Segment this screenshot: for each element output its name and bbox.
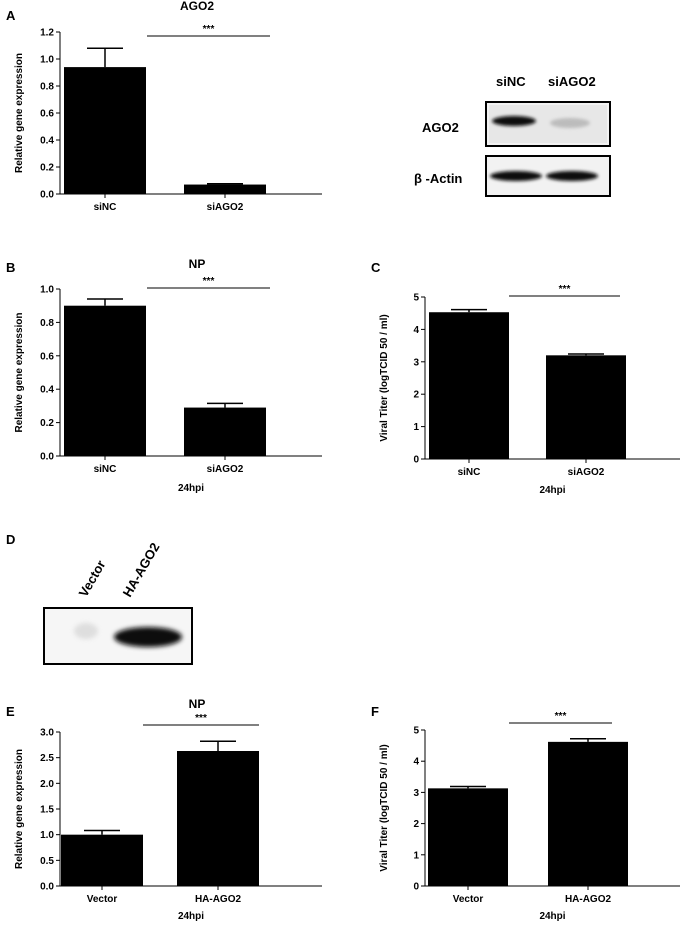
chart-c-y-tick-label: 4 <box>413 325 419 336</box>
blot-d-lane-vector: Vector <box>76 558 109 600</box>
chart-b-y-tick-label: 0.8 <box>40 318 54 329</box>
chart-c-y-tick-label: 2 <box>413 390 419 401</box>
chart-a-y-tick-label: 0.2 <box>40 163 54 174</box>
chart-f-y-tick-label: 0 <box>413 882 419 893</box>
western-blot-a: siNC siAGO2 AGO2 β -Actin <box>414 74 611 197</box>
chart-b-bar <box>184 407 266 456</box>
chart-f-y-axis-label: Viral Titer (logTCID 50 / ml) <box>379 744 390 871</box>
chart-e-bar <box>177 750 259 886</box>
chart-e-category-label: Vector <box>87 894 118 905</box>
panel-label-d: D <box>6 532 15 547</box>
chart-f-significance-label: *** <box>555 711 567 722</box>
chart-a-y-tick-label: 0.4 <box>40 136 54 147</box>
chart-e-y-tick-label: 0.0 <box>40 882 54 893</box>
chart-c-significance-label: *** <box>559 284 571 295</box>
chart-c-category-label: siNC <box>458 467 481 478</box>
panel-label-f: F <box>371 704 379 719</box>
chart-e-y-tick-label: 0.5 <box>40 856 54 867</box>
chart-e-bar <box>61 834 143 886</box>
panel-label-c: C <box>371 260 381 275</box>
blot-a-lane-siago2: siAGO2 <box>548 74 596 89</box>
chart-f-category-label: HA-AGO2 <box>565 894 612 905</box>
chart-e-y-tick-label: 3.0 <box>40 728 54 739</box>
chart-b-y-tick-label: 0.2 <box>40 418 54 429</box>
chart-a-y-tick-label: 0.6 <box>40 109 54 120</box>
chart-e-significance-label: *** <box>195 713 207 724</box>
chart-f-y-tick-label: 1 <box>413 850 419 861</box>
blot-d-band-vector <box>74 623 98 639</box>
panel-label-b: B <box>6 260 15 275</box>
chart-a-y-tick-label: 0.8 <box>40 82 54 93</box>
chart-f-bar <box>548 741 628 886</box>
chart-b-y-tick-label: 1.0 <box>40 285 54 296</box>
chart-b-y-tick-label: 0.6 <box>40 351 54 362</box>
chart-b-category-label: siAGO2 <box>207 464 244 475</box>
blot-d-lane-ha-ago2: HA-AGO2 <box>120 540 163 599</box>
chart-e-title: NP <box>189 697 206 711</box>
chart-c-category-label: siAGO2 <box>568 467 605 478</box>
chart-b-y-tick-label: 0.4 <box>40 385 54 396</box>
chart-a-category-label: siNC <box>94 202 117 213</box>
chart-c-y-axis-label: Viral Titer (logTCID 50 / ml) <box>379 314 390 441</box>
chart-b-bar <box>64 305 146 456</box>
chart-c-y-tick-label: 1 <box>413 422 419 433</box>
chart-c-bar <box>429 312 509 459</box>
chart-e-y-tick-label: 2.5 <box>40 753 54 764</box>
blot-a-ago2-band-sinc <box>492 116 536 126</box>
blot-a-lane-sinc: siNC <box>496 74 526 89</box>
chart-e-y-axis-label: Relative gene expression <box>14 749 25 869</box>
chart-a-y-tick-label: 1.2 <box>40 28 54 39</box>
chart-c-y-tick-label: 5 <box>413 293 419 304</box>
chart-b-y-axis-label: Relative gene expression <box>14 312 25 432</box>
chart-f-viral-titer: 0 1 2 3 4 5 Vector HA-AGO2 *** Viral Titer (logTC… <box>379 711 680 922</box>
chart-a-significance-label: *** <box>203 24 215 35</box>
blot-a-row-actin: β -Actin <box>414 171 462 186</box>
chart-f-y-tick-label: 2 <box>413 819 419 830</box>
blot-a-actin-band-sinc <box>490 171 542 181</box>
chart-a-y-tick-label: 1.0 <box>40 55 54 66</box>
chart-a-agO2-expression: 0.0 0.2 0.4 0.6 0.8 1.0 1.2 siNC siAGO2 *** AGO2 Re… <box>14 0 322 213</box>
chart-c-y-tick-label: 3 <box>413 357 419 368</box>
chart-a-y-axis-label: Relative gene expression <box>14 53 25 173</box>
chart-e-np-expression: 0.0 0.5 1.0 1.5 2.0 2.5 3.0 Vector HA-AGO2 *** NP R… <box>14 697 322 922</box>
chart-a-category-label: siAGO2 <box>207 202 244 213</box>
western-blot-d: Vector HA-AGO2 <box>43 540 193 665</box>
chart-f-y-tick-label: 4 <box>413 757 419 768</box>
chart-a-bar <box>184 184 266 194</box>
chart-c-y-tick-label: 0 <box>413 455 419 466</box>
blot-d-band-ha-ago2 <box>114 627 182 647</box>
chart-e-category-label: HA-AGO2 <box>195 894 242 905</box>
chart-f-y-tick-label: 5 <box>413 726 419 737</box>
chart-a-title: AGO2 <box>180 0 214 13</box>
chart-e-x-axis-label: 24hpi <box>178 911 204 922</box>
blot-a-row-ago2: AGO2 <box>422 120 459 135</box>
chart-f-x-axis-label: 24hpi <box>539 911 565 922</box>
panel-label-a: A <box>6 8 16 23</box>
chart-b-category-label: siNC <box>94 464 117 475</box>
chart-b-title: NP <box>189 257 206 271</box>
panel-label-e: E <box>6 704 15 719</box>
blot-a-ago2-band-siago2 <box>550 118 590 128</box>
chart-b-y-tick-label: 0.0 <box>40 452 54 463</box>
chart-b-np-expression: 0.0 0.2 0.4 0.6 0.8 1.0 siNC siAGO2 *** NP Relativ… <box>14 257 322 494</box>
chart-e-y-tick-label: 1.5 <box>40 805 54 816</box>
chart-b-x-axis-label: 24hpi <box>178 483 204 494</box>
chart-c-x-axis-label: 24hpi <box>539 485 565 496</box>
chart-e-y-tick-label: 2.0 <box>40 779 54 790</box>
chart-a-bar <box>64 67 146 194</box>
blot-a-actin-band-siago2 <box>546 171 598 181</box>
chart-e-y-tick-label: 1.0 <box>40 830 54 841</box>
chart-f-y-tick-label: 3 <box>413 788 419 799</box>
chart-a-y-tick-label: 0.0 <box>40 190 54 201</box>
chart-b-significance-label: *** <box>203 276 215 287</box>
chart-c-viral-titer: 0 1 2 3 4 5 siNC siAGO2 *** Viral Titer (logTCID … <box>379 284 680 496</box>
chart-c-bar <box>546 355 626 459</box>
chart-f-category-label: Vector <box>453 894 484 905</box>
chart-f-bar <box>428 788 508 886</box>
